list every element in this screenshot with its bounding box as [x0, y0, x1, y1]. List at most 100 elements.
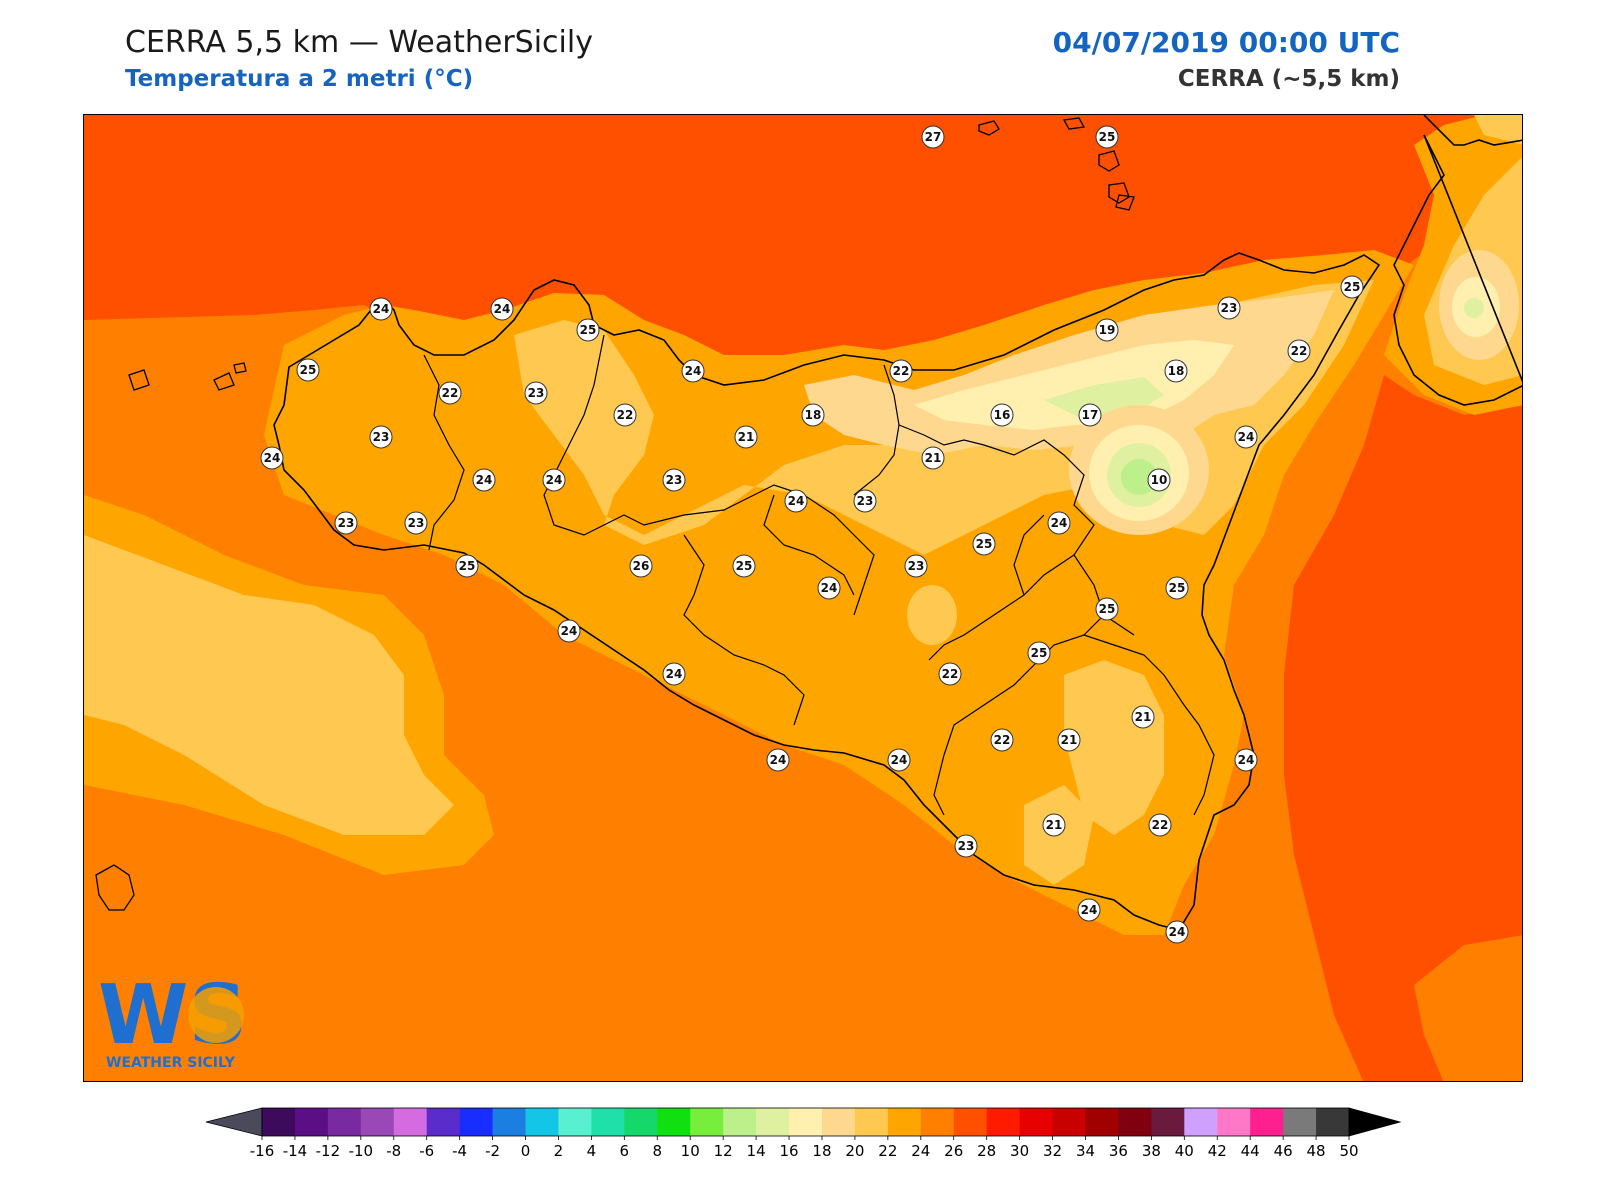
- station-marker: 24: [260, 446, 284, 470]
- colorbar-tick-label: -16: [250, 1142, 275, 1160]
- logo-text: WEATHER SICILY: [106, 1055, 236, 1071]
- station-value: 22: [994, 733, 1011, 747]
- station-circle: [662, 468, 686, 492]
- colorbar-tick-label: 38: [1142, 1142, 1161, 1160]
- station-circle: [801, 403, 825, 427]
- station-value: 23: [908, 559, 925, 573]
- colorbar-segment: [1250, 1108, 1284, 1136]
- station-value: 22: [893, 364, 910, 378]
- station-marker: 24: [766, 748, 790, 772]
- station-value: 26: [633, 559, 650, 573]
- colorbar-border: [261, 1107, 1350, 1137]
- station-circle: [1287, 339, 1311, 363]
- field-band-20-west: [84, 535, 454, 835]
- station-value: 24: [476, 473, 493, 487]
- station-circle: [921, 125, 945, 149]
- station-marker: 24: [784, 489, 808, 513]
- station-circle: [1078, 403, 1102, 427]
- station-value: 21: [738, 430, 755, 444]
- colorbar-tick-label: 22: [878, 1142, 897, 1160]
- station-circle: [369, 297, 393, 321]
- station-circle: [260, 446, 284, 470]
- colorbar-segment: [393, 1108, 428, 1136]
- station-value: 24: [1081, 903, 1098, 917]
- colorbar-tick-label: -12: [316, 1142, 341, 1160]
- station-marker: 25: [1165, 576, 1189, 600]
- station-circle: [954, 834, 978, 858]
- station-circle: [1077, 898, 1101, 922]
- colorbar-segment: [459, 1108, 494, 1136]
- station-value: 24: [264, 451, 281, 465]
- colorbar-segment: [426, 1108, 461, 1136]
- station-value: 25: [1031, 646, 1048, 660]
- colorbar-tick-label: -4: [452, 1142, 467, 1160]
- station-value: 25: [976, 537, 993, 551]
- station-value: 25: [300, 363, 317, 377]
- station-circle: [557, 619, 581, 643]
- station-marker: 25: [732, 554, 756, 578]
- station-value: 24: [561, 624, 578, 638]
- colorbar-segment: [1118, 1108, 1152, 1136]
- colorbar-segment: [986, 1108, 1021, 1136]
- colorbar-segments: [205, 1107, 1402, 1137]
- station-marker: 24: [1165, 920, 1189, 944]
- colorbar-tick-label: 42: [1208, 1142, 1227, 1160]
- colorbar-tick-label: 44: [1241, 1142, 1260, 1160]
- station-marker: 22: [990, 728, 1014, 752]
- station-marker: 21: [1057, 728, 1081, 752]
- field-band-20-calabria-north: [1474, 115, 1522, 145]
- colorbar-segment: [1052, 1108, 1086, 1136]
- station-circle: [889, 359, 913, 383]
- colorbar-segment: [920, 1108, 955, 1136]
- station-circle: [766, 748, 790, 772]
- colorbar-tick-label: 32: [1043, 1142, 1062, 1160]
- station-circle: [1147, 468, 1171, 492]
- station-circle: [1027, 641, 1051, 665]
- station-value: 18: [1168, 364, 1185, 378]
- station-marker: 25: [1027, 641, 1051, 665]
- colorbar-over-arrow: [1348, 1107, 1402, 1137]
- station-marker: 21: [734, 425, 758, 449]
- station-marker: 24: [681, 359, 705, 383]
- station-circle: [817, 576, 841, 600]
- colorbar-segment: [1217, 1108, 1251, 1136]
- egadi-islands: [128, 362, 247, 391]
- station-marker: 25: [1095, 597, 1119, 621]
- temperature-map: 27 25 24 24 25 25 22 23 24 22 23 22 18 21 19 23 25 22 18 16…: [83, 114, 1523, 1082]
- station-value: 25: [459, 559, 476, 573]
- station-marker: 24: [1047, 511, 1071, 535]
- field-band-22-southeast: [1064, 660, 1164, 835]
- forecast-datetime: 04/07/2019 00:00 UTC: [1052, 26, 1400, 59]
- station-circle: [1217, 296, 1241, 320]
- station-value: 23: [373, 430, 390, 444]
- station-value: 25: [1169, 581, 1186, 595]
- colorbar-segment: [1283, 1108, 1317, 1136]
- station-value: 24: [546, 473, 563, 487]
- field-band-22-center: [907, 585, 957, 645]
- colorbar-tick-label: 20: [845, 1142, 864, 1160]
- station-value: 21: [1046, 818, 1063, 832]
- station-value: 24: [1169, 925, 1186, 939]
- colorbar-tick-label: -10: [349, 1142, 374, 1160]
- colorbar-segment: [657, 1108, 691, 1136]
- colorbar-segment: [360, 1108, 395, 1136]
- station-value: 22: [617, 408, 634, 422]
- colorbar-segment: [294, 1108, 329, 1136]
- station-value: 23: [528, 386, 545, 400]
- station-circle: [784, 489, 808, 513]
- calabria-coastline: [1393, 115, 1522, 406]
- station-circle: [732, 554, 756, 578]
- station-circle: [1095, 318, 1119, 342]
- station-marker: 24: [1234, 748, 1258, 772]
- station-value: 21: [925, 451, 942, 465]
- colorbar-tick-label: 8: [652, 1142, 662, 1160]
- station-value: 24: [788, 494, 805, 508]
- station-value: 23: [958, 839, 975, 853]
- aeolian-islands: [978, 117, 1135, 211]
- colorbar-tick-label: -6: [419, 1142, 434, 1160]
- colorbar-tick-label: 2: [554, 1142, 564, 1160]
- colorbar-segment: [854, 1108, 889, 1136]
- station-marker: 22: [1148, 813, 1172, 837]
- station-value: 24: [685, 364, 702, 378]
- station-value: 24: [1051, 516, 1068, 530]
